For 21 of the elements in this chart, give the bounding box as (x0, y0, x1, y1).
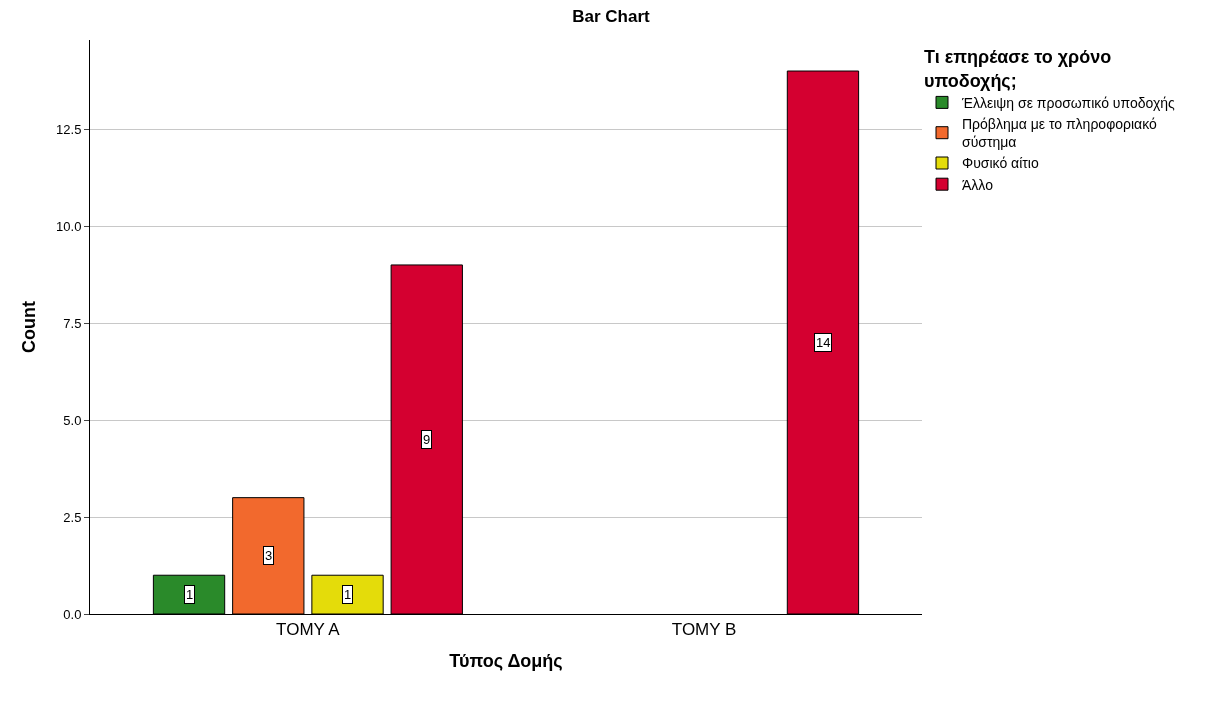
y-axis-title: Count (19, 301, 40, 353)
data-label: 9 (423, 432, 431, 447)
legend-label: Φυσικό αίτιο (962, 155, 1039, 172)
y-tick-label: 2.5 (63, 509, 82, 525)
x-tick-label: ΤΟΜΥ Α (276, 620, 341, 640)
legend-title: Τι επηρέασε το χρόνο υποδοχής; (924, 47, 1112, 91)
data-label: 3 (265, 548, 273, 563)
chart-title: Bar Chart (572, 7, 651, 27)
y-tick-label: 10.0 (56, 218, 82, 234)
x-tick-label: ΤΟΜΥ Β (671, 620, 737, 640)
y-tick-label: 7.5 (63, 315, 82, 331)
data-label: 1 (186, 587, 194, 602)
y-tick-label: 5.0 (63, 412, 82, 428)
legend-label: Πρόβλημα με το πληροφοριακό σύστημα (962, 116, 1158, 151)
legend-label: Έλλειψη σε προσωπικό υποδοχής (961, 94, 1176, 111)
data-label: 14 (816, 335, 831, 350)
y-tick-label: 0.0 (63, 606, 82, 622)
x-axis-title: Τύπος Δομής (449, 650, 563, 671)
y-tick-label: 12.5 (56, 121, 82, 137)
data-label: 1 (344, 587, 352, 602)
legend-label: Άλλο (962, 176, 994, 193)
